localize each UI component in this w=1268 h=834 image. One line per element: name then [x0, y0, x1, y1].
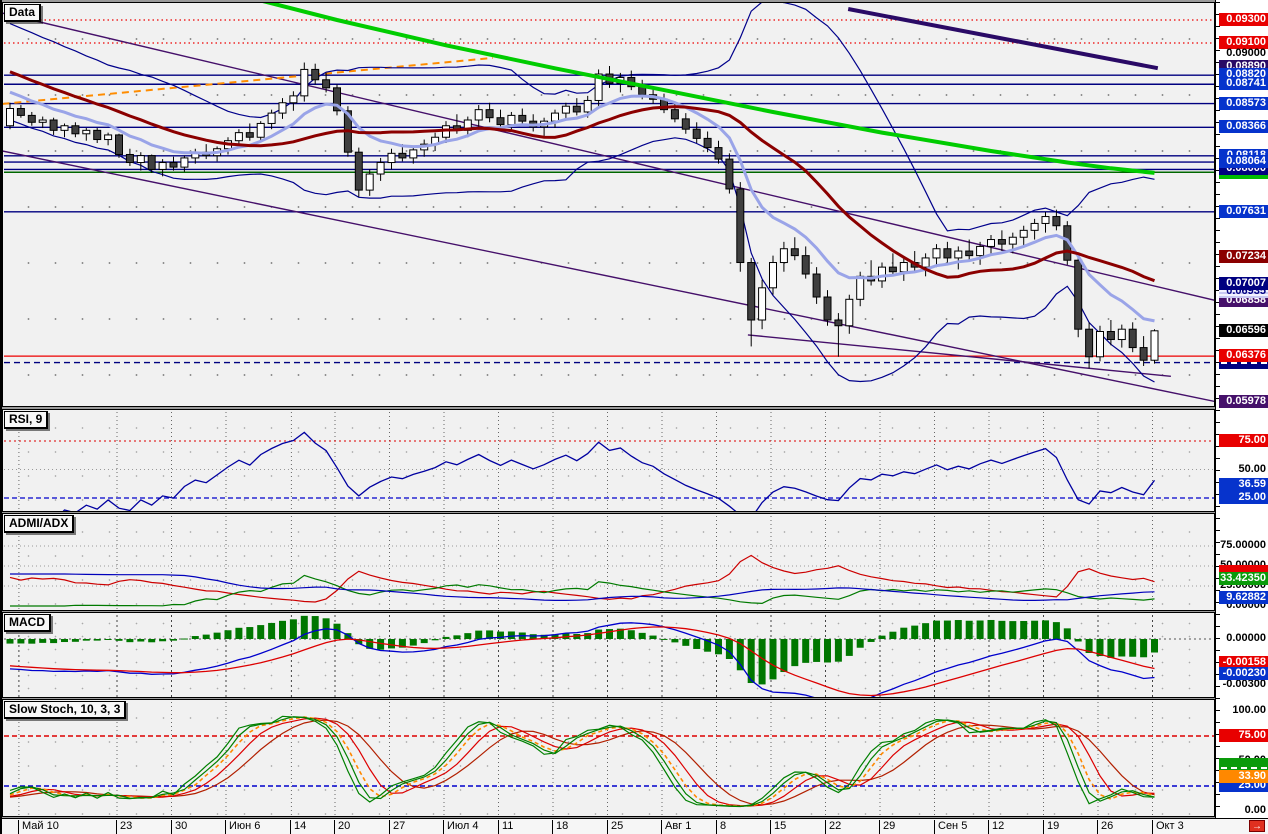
- axis-tick: [116, 820, 117, 834]
- main-chart-canvas: [3, 3, 1214, 403]
- axis-label: Май 10: [22, 820, 59, 832]
- axis-label: 29: [883, 820, 896, 832]
- scale-label: 0.00: [1244, 804, 1266, 816]
- scale-label: -0.00230: [1219, 667, 1268, 680]
- axis-label: 12: [992, 820, 1005, 832]
- stoch-chart-canvas: [4, 702, 1214, 816]
- rsi-panel-header[interactable]: RSI, 9: [4, 411, 49, 429]
- scale-label: 0.09300: [1219, 13, 1268, 26]
- axis-tick: [443, 820, 444, 834]
- scale-label: 75.00000: [1220, 539, 1266, 551]
- scale-label: 0.08366: [1219, 120, 1268, 133]
- axis-tick: [988, 820, 989, 834]
- scale-label: 50.00: [1238, 463, 1266, 475]
- axis-tick: [825, 820, 826, 834]
- price-scale-column: 0.09300 0.09100 0.09000 0.08890 0.08820 0.087…: [1215, 0, 1268, 818]
- adx-chart-canvas: [4, 516, 1214, 610]
- axis-tick: [171, 820, 172, 834]
- scale-label: 0.07631: [1219, 205, 1268, 218]
- axis-tick: [770, 820, 771, 834]
- scale-label: 33.90: [1219, 770, 1268, 783]
- axis-label: Июн 6: [229, 820, 261, 832]
- rsi-chart-canvas: [4, 412, 1214, 511]
- axis-tick: [389, 820, 390, 834]
- axis-label: 22: [829, 820, 842, 832]
- adx-panel-header[interactable]: ADMI/ADX: [4, 515, 75, 533]
- axis-tick: [290, 820, 291, 834]
- scroll-right-button[interactable]: →: [1249, 820, 1265, 832]
- axis-tick: [879, 820, 880, 834]
- scale-label: 0.08064: [1219, 155, 1268, 168]
- rsi-panel: RSI, 9: [2, 409, 1215, 512]
- axis-label: 18: [556, 820, 569, 832]
- macd-panel-header[interactable]: MACD: [4, 614, 51, 632]
- scale-label: 75.00: [1219, 434, 1268, 447]
- scale-label: 9.62882: [1219, 591, 1268, 604]
- scale-label: 0.06596: [1219, 324, 1268, 337]
- stoch-panel-header[interactable]: Slow Stoch, 10, 3, 3: [4, 701, 127, 719]
- axis-label: Сен 5: [938, 820, 968, 832]
- time-axis: Май 10 23 30 Июн 6 14 20 27 Июл 4 11 18 25 Авг 1 8 15…: [2, 818, 1268, 834]
- scale-label: 0.09000: [1226, 47, 1266, 59]
- axis-tick: [1152, 820, 1153, 834]
- axis-tick: [716, 820, 717, 834]
- axis-tick: [1097, 820, 1098, 834]
- axis-tick: [225, 820, 226, 834]
- axis-label: Окт 3: [1156, 820, 1184, 832]
- axis-label: 23: [120, 820, 133, 832]
- scale-label: 0.09100: [1219, 36, 1268, 49]
- axis-label: 11: [502, 820, 514, 832]
- axis-label: 14: [294, 820, 307, 832]
- axis-label: 27: [393, 820, 406, 832]
- axis-label: Июл 4: [447, 820, 479, 832]
- main-price-panel: Data: [2, 2, 1215, 407]
- scale-label: 100.00: [1232, 704, 1266, 716]
- axis-tick: [334, 820, 335, 834]
- scale-label: 0.00000: [1226, 632, 1266, 644]
- scale-label: -0.00158: [1219, 656, 1268, 669]
- scale-label: 33.42350: [1219, 572, 1268, 585]
- scale-ticks: [1216, 2, 1220, 816]
- axis-tick: [1043, 820, 1044, 834]
- stoch-panel: Slow Stoch, 10, 3, 3: [2, 699, 1215, 817]
- axis-tick: [661, 820, 662, 834]
- scale-label: 75.00: [1219, 729, 1268, 742]
- scale-label: 0.07007: [1219, 277, 1268, 290]
- main-panel-header[interactable]: Data: [4, 4, 42, 22]
- scale-label: 0.07234: [1219, 250, 1268, 263]
- axis-tick: [18, 820, 19, 834]
- scale-label: 0.08573: [1219, 97, 1268, 110]
- macd-panel: MACD: [2, 612, 1215, 698]
- scale-label: 0.08741: [1219, 77, 1268, 90]
- axis-tick: [607, 820, 608, 834]
- scale-label: 25.00: [1219, 491, 1268, 504]
- axis-label: 19: [1047, 820, 1060, 832]
- scale-label: -0.00300: [1222, 678, 1266, 690]
- scale-label: 36.59: [1219, 478, 1268, 491]
- axis-label: 15: [774, 820, 787, 832]
- scale-label: 0.05978: [1219, 395, 1268, 408]
- macd-chart-canvas: [4, 615, 1214, 697]
- adx-panel: ADMI/ADX: [2, 513, 1215, 611]
- axis-label: 26: [1101, 820, 1114, 832]
- axis-tick: [934, 820, 935, 834]
- axis-tick: [552, 820, 553, 834]
- scale-label: 0.06376: [1219, 349, 1268, 362]
- axis-label: Авг 1: [665, 820, 692, 832]
- axis-label: 25: [611, 820, 624, 832]
- axis-tick: [498, 820, 499, 834]
- axis-label: 30: [175, 820, 188, 832]
- right-arrow-icon: →: [1252, 821, 1262, 832]
- axis-label: 8: [720, 820, 727, 832]
- axis-label: 20: [338, 820, 351, 832]
